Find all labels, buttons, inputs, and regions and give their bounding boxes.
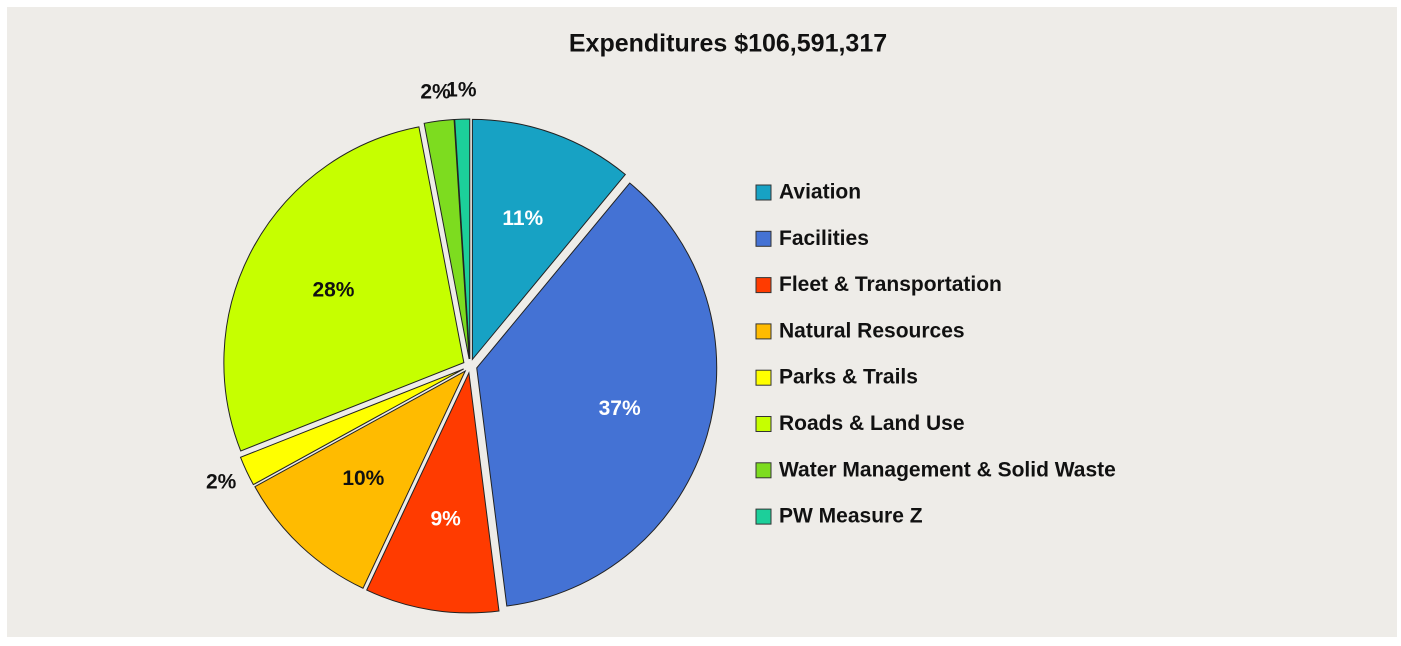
legend-swatch <box>755 508 772 525</box>
data-label: 2% <box>420 81 451 104</box>
legend-swatch <box>755 230 772 247</box>
pie-slice <box>223 126 465 452</box>
legend-label: Aviation <box>779 181 861 204</box>
legend-swatch <box>755 184 772 201</box>
legend-label: Facilities <box>779 227 869 250</box>
legend-label: Roads & Land Use <box>779 412 965 435</box>
pie-slice <box>366 371 500 614</box>
legend-swatch <box>755 323 772 340</box>
pie-slice <box>423 118 470 360</box>
legend-swatch <box>755 277 772 294</box>
data-label: 11% <box>502 207 543 230</box>
legend-label: Natural Resources <box>779 319 965 342</box>
legend-label: Parks & Trails <box>779 366 918 389</box>
legend-label: Water Management & Solid Waste <box>779 458 1116 481</box>
legend-swatch <box>755 416 772 432</box>
data-label: 9% <box>430 507 461 530</box>
data-label: 37% <box>599 397 641 420</box>
legend-label: Fleet & Transportation <box>779 273 1002 296</box>
data-label: 28% <box>312 278 354 301</box>
chart-title: Expenditures $106,591,317 <box>569 30 887 58</box>
pie-slice <box>239 368 464 486</box>
pie-slice <box>454 118 471 360</box>
legend-swatch <box>755 369 772 386</box>
data-label: 1% <box>446 79 477 102</box>
data-label: 2% <box>206 471 237 494</box>
legend-swatch <box>755 462 772 479</box>
legend-label: PW Measure Z <box>779 505 923 528</box>
pie-slice <box>471 118 627 361</box>
data-label: 10% <box>342 467 384 490</box>
pie-slice <box>476 182 718 607</box>
pie-slice <box>254 369 467 589</box>
